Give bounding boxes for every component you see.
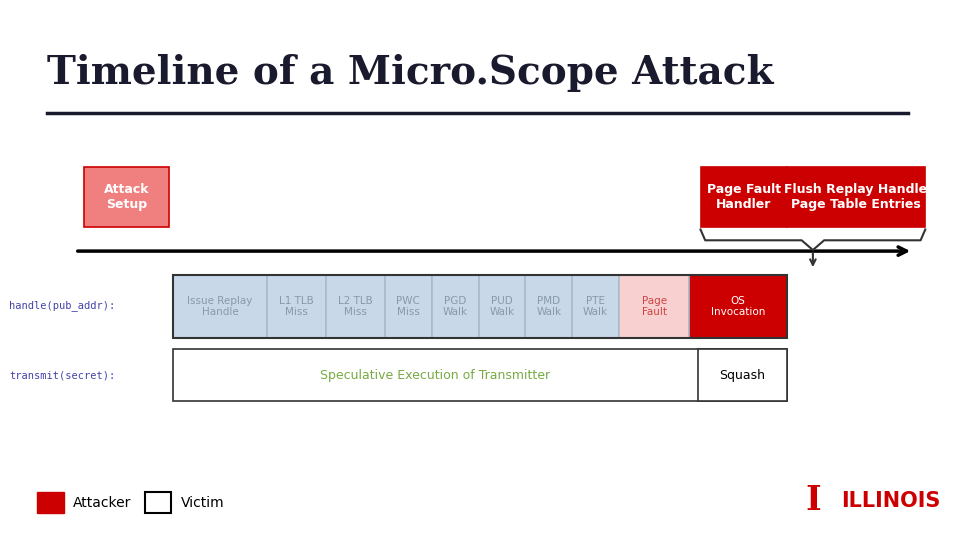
Text: PWC
Miss: PWC Miss [396,295,420,317]
FancyBboxPatch shape [701,167,786,227]
Text: ILLINOIS: ILLINOIS [841,490,941,511]
FancyBboxPatch shape [37,492,63,513]
Text: Squash: Squash [719,368,765,382]
Text: Victim: Victim [180,496,225,510]
FancyBboxPatch shape [619,275,689,338]
FancyBboxPatch shape [525,275,572,338]
FancyBboxPatch shape [689,275,786,338]
FancyBboxPatch shape [786,167,925,227]
Text: Timeline of a Micro.Scope Attack: Timeline of a Micro.Scope Attack [47,54,774,92]
FancyBboxPatch shape [698,349,786,401]
Text: Speculative Execution of Transmitter: Speculative Execution of Transmitter [321,368,550,382]
FancyBboxPatch shape [478,275,525,338]
Text: PUD
Walk: PUD Walk [490,295,515,317]
Text: Attacker: Attacker [73,496,132,510]
Text: L2 TLB
Miss: L2 TLB Miss [338,295,372,317]
Text: Page
Fault: Page Fault [641,295,666,317]
Text: L1 TLB
Miss: L1 TLB Miss [279,295,314,317]
FancyBboxPatch shape [385,275,432,338]
Text: Flush Replay Handle
Page Table Entries: Flush Replay Handle Page Table Entries [784,183,927,211]
FancyBboxPatch shape [432,275,478,338]
Text: Page Fault
Handler: Page Fault Handler [707,183,780,211]
FancyArrowPatch shape [78,247,906,255]
FancyBboxPatch shape [173,275,267,338]
Text: PMD
Walk: PMD Walk [537,295,562,317]
Text: Issue Replay
Handle: Issue Replay Handle [187,295,252,317]
FancyBboxPatch shape [84,167,169,227]
FancyBboxPatch shape [267,275,325,338]
Text: Attack
Setup: Attack Setup [104,183,149,211]
Text: PGD
Walk: PGD Walk [443,295,468,317]
Text: handle(pub_addr):: handle(pub_addr): [10,300,115,310]
Text: PTE
Walk: PTE Walk [583,295,609,317]
FancyBboxPatch shape [572,275,619,338]
Text: OS
Invocation: OS Invocation [710,295,765,317]
FancyBboxPatch shape [173,349,786,401]
Text: I: I [805,484,821,517]
FancyBboxPatch shape [145,492,172,513]
FancyBboxPatch shape [325,275,385,338]
Text: transmit(secret):: transmit(secret): [10,370,115,380]
